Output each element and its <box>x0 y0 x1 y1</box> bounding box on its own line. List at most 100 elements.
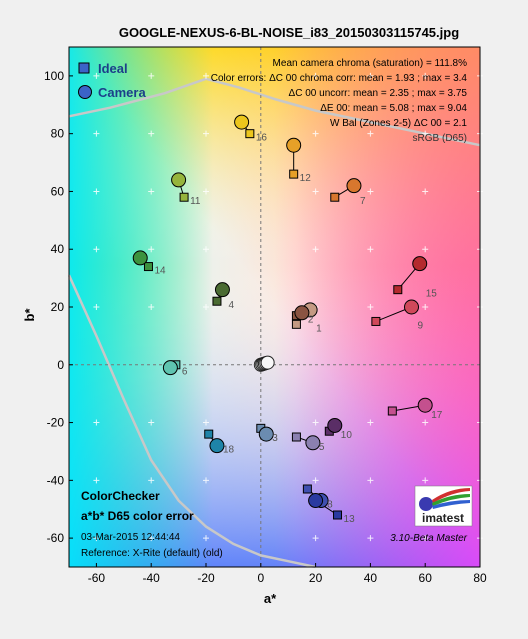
patch-label: 14 <box>154 266 166 277</box>
grid-plus <box>312 188 319 195</box>
patch-label: 2 <box>308 315 314 326</box>
patch-ideal-marker <box>330 192 340 202</box>
patch-ideal-marker <box>387 406 397 416</box>
grid-plus <box>367 304 374 310</box>
patch-label: 18 <box>223 445 235 456</box>
grid-plus <box>93 304 100 310</box>
patch-ideal-marker <box>289 169 299 179</box>
grid-plus <box>422 304 429 310</box>
imatest-logo: imatest <box>414 485 473 527</box>
grid-plus <box>203 304 209 310</box>
patch-camera-marker <box>214 282 230 298</box>
gamut-curve-upper <box>68 77 481 147</box>
grid-plus <box>148 246 155 253</box>
patch-camera-marker <box>234 114 250 130</box>
legend-camera-marker <box>78 85 92 99</box>
x-tick-label: 0 <box>257 571 264 585</box>
patch-ideal-marker <box>204 429 214 439</box>
patch-label: 8 <box>327 500 333 511</box>
gamut-boundary <box>67 77 481 569</box>
patch-camera-marker <box>171 172 187 188</box>
grid-plus <box>93 72 100 79</box>
grid-plus <box>367 188 374 195</box>
x-axis-ticks: -60 -40 -20 0 20 40 60 80 <box>88 563 487 585</box>
x-tick-label: 20 <box>309 571 323 585</box>
stats-line: sRGB (D65) <box>413 133 467 144</box>
patch-camera-marker <box>308 493 324 509</box>
x-tick-label: -60 <box>88 571 106 585</box>
x-tick-label: 40 <box>364 571 378 585</box>
grid-plus <box>367 477 374 484</box>
grid-plus <box>422 130 429 137</box>
grid-plus <box>422 72 429 79</box>
patch-label: 7 <box>360 196 366 207</box>
patch-camera-marker <box>346 178 362 194</box>
x-tick-label: -20 <box>197 571 215 585</box>
grid-plus <box>203 419 209 426</box>
patch-ideal-marker <box>143 262 153 272</box>
grid-plus <box>93 477 100 484</box>
grid-plus <box>148 130 155 137</box>
patch-label: 10 <box>341 430 353 441</box>
legend: Ideal Camera <box>78 61 146 100</box>
grid-plus <box>422 535 429 542</box>
patch-label: 3 <box>272 433 278 444</box>
grid-plus <box>422 188 429 195</box>
grid-plus <box>367 72 374 79</box>
y-tick-label: 80 <box>51 127 65 141</box>
grid-plus <box>148 188 155 195</box>
gamut-curve-lower <box>67 274 316 569</box>
grid-plus <box>312 246 319 253</box>
y-tick-label: -40 <box>47 473 65 487</box>
legend-ideal-label: Ideal <box>98 61 128 76</box>
patch-camera-marker <box>417 397 433 413</box>
patch-camera-marker <box>404 299 419 315</box>
caption-line: ColorChecker <box>81 489 160 503</box>
patch-label: 5 <box>319 442 325 453</box>
grid-plus <box>93 130 100 137</box>
legend-ideal-marker <box>78 62 90 74</box>
grid-plus <box>93 246 100 253</box>
grid-plus <box>148 419 155 426</box>
patch-ideal-marker <box>371 316 381 326</box>
y-axis-ticks: 100 80 60 40 20 0 -20 -40 -60 <box>44 69 73 545</box>
patch-label: 11 <box>190 196 201 207</box>
grid-plus <box>203 72 209 79</box>
grid-plus <box>422 477 429 484</box>
grid-plus <box>367 246 374 253</box>
patch-camera-marker <box>305 435 321 451</box>
grid-plus <box>367 419 374 426</box>
patch-ideal-marker <box>245 129 255 139</box>
y-tick-label: 60 <box>51 184 65 198</box>
patch-label: 1 <box>316 323 322 334</box>
x-tick-label: -40 <box>143 571 161 585</box>
grid-plus <box>93 419 100 426</box>
grid-plus <box>312 477 319 484</box>
stats-line: W Bal (Zones 2-5) ΔC 00 = 2.1 <box>330 118 467 129</box>
caption-line: a*b* D65 color error <box>81 509 194 523</box>
grid-plus <box>312 535 319 542</box>
patch-label: 4 <box>228 300 234 311</box>
patch-ideal-marker <box>333 510 343 520</box>
y-tick-label: -20 <box>47 416 65 430</box>
chart-caption: ColorChecker a*b* D65 color error 03-Mar-2… <box>81 489 223 559</box>
y-tick-label: 100 <box>44 69 64 83</box>
patch-ideal-marker <box>212 296 222 306</box>
grid-plus <box>312 72 319 79</box>
patch-camera-marker <box>132 250 148 266</box>
stats-box: Mean camera chroma (saturation) = 111.8%… <box>211 58 468 144</box>
patch-label: 12 <box>300 173 312 184</box>
patch-camera-marker <box>412 256 428 272</box>
grid-plus <box>312 130 319 137</box>
patch-camera-marker <box>286 137 302 153</box>
stats-line: ΔC 00 uncorr: mean = 2.35 ; max = 3.75 <box>289 88 468 99</box>
patch-camera-marker <box>162 360 178 376</box>
stats-line: Mean camera chroma (saturation) = 111.8% <box>273 58 468 69</box>
grid-plus <box>148 477 155 484</box>
caption-line: 03-Mar-2015 12:44:44 <box>81 532 180 543</box>
x-axis-label: a* <box>264 591 277 606</box>
y-tick-label: 0 <box>57 358 64 372</box>
